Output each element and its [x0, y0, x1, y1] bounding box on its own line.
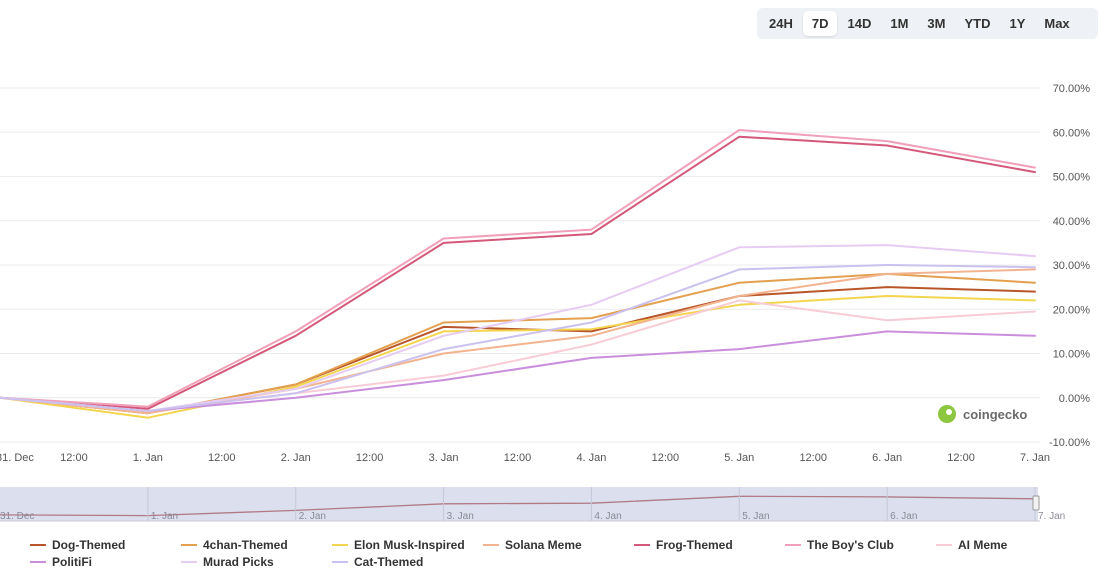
legend-swatch: [634, 544, 650, 546]
legend-item[interactable]: Murad Picks: [181, 555, 332, 569]
legend-label: AI Meme: [958, 538, 1008, 552]
legend-item[interactable]: PolitiFi: [30, 555, 181, 569]
legend-swatch: [181, 561, 197, 563]
series-line-cat-themed: [0, 264, 1036, 412]
x-tick-label: 5. Jan: [724, 452, 754, 464]
legend-swatch: [483, 544, 499, 546]
navigator-series-line: [0, 495, 1036, 517]
legend-label: Dog-Themed: [52, 538, 126, 552]
navigator-x-label: 6. Jan: [890, 511, 917, 522]
y-tick-label: 20.00%: [1053, 304, 1091, 316]
x-tick-label: 4. Jan: [576, 452, 606, 464]
legend-item[interactable]: The Boy's Club: [785, 538, 936, 552]
legend-label: Murad Picks: [203, 555, 274, 569]
legend-item[interactable]: Frog-Themed: [634, 538, 785, 552]
navigator-x-label: 7. Jan: [1038, 511, 1065, 522]
legend-label: Solana Meme: [505, 538, 582, 552]
y-axis-labels: -10.00% 0.00% 10.00% 20.00% 30.00% 40.00% 50.0…: [1049, 83, 1090, 449]
range-button-max[interactable]: Max: [1044, 16, 1070, 31]
range-button-1y[interactable]: 1Y: [1009, 16, 1026, 31]
x-tick-label: 7. Jan: [1020, 452, 1050, 464]
legend-label: PolitiFi: [52, 555, 92, 569]
coingecko-logo-icon: [938, 405, 956, 423]
series-line-the-boy-s-club: [0, 129, 1036, 408]
legend-item[interactable]: AI Meme: [936, 538, 1087, 552]
line-chart: -10.00% 0.00% 10.00% 20.00% 30.00% 40.00% 50.0…: [0, 83, 1090, 522]
series-lines: [0, 129, 1036, 419]
legend-swatch: [332, 544, 348, 546]
x-tick-label: 12:00: [208, 452, 236, 464]
legend-swatch: [936, 544, 952, 546]
legend-label: The Boy's Club: [807, 538, 894, 552]
navigator-x-label: 3. Jan: [447, 511, 474, 522]
range-button-14d[interactable]: 14D: [847, 16, 872, 31]
series-line-politifi: [0, 330, 1036, 412]
legend-item[interactable]: Elon Musk-Inspired: [332, 538, 483, 552]
series-line-elon-musk-inspired: [0, 295, 1036, 419]
x-tick-label: 1. Jan: [133, 452, 163, 464]
navigator[interactable]: 31. Dec 1. Jan 2. Jan 3. Jan 4. Jan 5. Jan 6. …: [0, 487, 1065, 522]
y-tick-label: 30.00%: [1053, 260, 1091, 272]
navigator-x-label: 4. Jan: [594, 511, 621, 522]
y-tick-label: 40.00%: [1053, 216, 1091, 228]
x-tick-label: 12:00: [652, 452, 680, 464]
legend-swatch: [30, 561, 46, 563]
x-axis-labels: 31. Dec 12:00 1. Jan 12:00 2. Jan 12:00 3. Jan…: [0, 452, 1050, 464]
watermark-text: coingecko: [963, 406, 1028, 422]
navigator-x-label: 1. Jan: [151, 511, 178, 522]
legend-swatch: [30, 544, 46, 546]
range-button-24h[interactable]: 24H: [769, 16, 793, 31]
series-line-ai-meme: [0, 299, 1036, 412]
y-tick-label: 60.00%: [1053, 127, 1091, 139]
navigator-x-label: 5. Jan: [742, 511, 769, 522]
range-button-3m[interactable]: 3M: [927, 16, 946, 31]
legend-swatch: [181, 544, 197, 546]
y-tick-label: 0.00%: [1059, 393, 1090, 405]
legend-item[interactable]: 4chan-Themed: [181, 538, 332, 552]
x-tick-label: 12:00: [356, 452, 384, 464]
series-line-dog-themed: [0, 286, 1036, 415]
x-tick-label: 12:00: [799, 452, 827, 464]
series-line-solana-meme: [0, 268, 1036, 415]
legend-label: Frog-Themed: [656, 538, 733, 552]
navigator-x-label: 2. Jan: [299, 511, 326, 522]
x-tick-label: 12:00: [60, 452, 88, 464]
x-tick-label: 6. Jan: [872, 452, 902, 464]
coingecko-watermark: coingecko: [938, 405, 1027, 423]
range-button-7d[interactable]: 7D: [802, 11, 838, 36]
legend-item[interactable]: Cat-Themed: [332, 555, 483, 569]
navigator-handle[interactable]: [1032, 495, 1040, 511]
y-tick-label: 10.00%: [1053, 349, 1091, 361]
legend-label: 4chan-Themed: [203, 538, 288, 552]
navigator-x-label: 31. Dec: [0, 511, 34, 522]
legend-label: Elon Musk-Inspired: [354, 538, 465, 552]
legend-label: Cat-Themed: [354, 555, 424, 569]
legend-swatch: [785, 544, 801, 546]
chart-legend: Dog-Themed 4chan-Themed Elon Musk-Inspired…: [30, 538, 1090, 569]
legend-item[interactable]: Solana Meme: [483, 538, 634, 552]
legend-swatch: [332, 561, 348, 563]
x-tick-label: 12:00: [504, 452, 532, 464]
y-tick-label: 50.00%: [1053, 172, 1091, 184]
x-tick-label: 12:00: [947, 452, 975, 464]
series-line-murad-picks: [0, 244, 1036, 412]
y-tick-label: -10.00%: [1049, 437, 1090, 449]
series-line-frog-themed: [0, 135, 1036, 410]
x-tick-label: 2. Jan: [281, 452, 311, 464]
series-line-4chan-themed: [0, 272, 1036, 415]
range-button-1m[interactable]: 1M: [890, 16, 909, 31]
y-tick-label: 70.00%: [1053, 83, 1091, 95]
grid-lines: [0, 87, 1040, 443]
time-range-selector: 24H 7D 14D 1M 3M YTD 1Y Max: [757, 8, 1098, 39]
x-tick-label: 31. Dec: [0, 452, 34, 464]
x-tick-label: 3. Jan: [429, 452, 459, 464]
legend-item[interactable]: Dog-Themed: [30, 538, 181, 552]
range-button-ytd[interactable]: YTD: [964, 16, 991, 31]
